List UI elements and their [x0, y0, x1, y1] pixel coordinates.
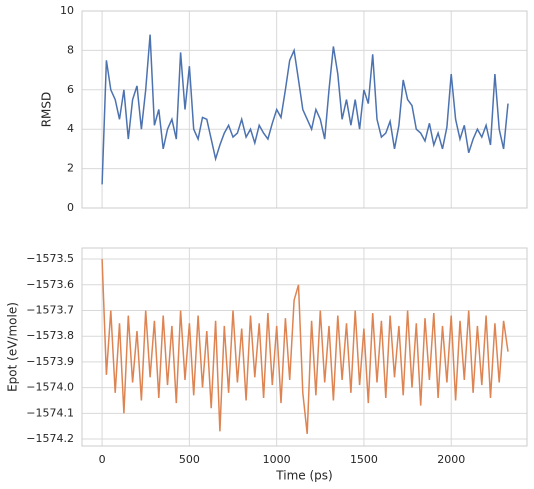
y-axis-label: Epot (eV/mole) — [6, 302, 20, 392]
x-axis-label: Time (ps) — [275, 469, 332, 483]
y-tick-label: −1573.6 — [26, 278, 74, 291]
x-tick-label: 1000 — [263, 453, 291, 466]
y-tick-label: 6 — [67, 83, 74, 96]
axes-frame — [81, 10, 528, 209]
data-line — [101, 34, 509, 185]
y-tick-label: −1573.9 — [26, 355, 74, 368]
y-tick-label: 2 — [67, 162, 74, 175]
data-line — [101, 259, 509, 434]
x-tick-label: 0 — [99, 453, 106, 466]
x-tick-label: 1500 — [350, 453, 378, 466]
y-tick-label: −1573.5 — [26, 252, 74, 265]
y-tick-label: 8 — [67, 43, 74, 56]
axes-frame — [81, 247, 528, 447]
y-tick-label: 4 — [67, 122, 74, 135]
y-tick-label: −1574.0 — [26, 381, 74, 394]
y-tick-label: −1574.2 — [26, 432, 74, 445]
y-tick-label: 10 — [60, 4, 74, 17]
x-tick-label: 2000 — [437, 453, 465, 466]
y-tick-label: −1573.8 — [26, 329, 74, 342]
y-axis-label: RMSD — [40, 92, 54, 128]
y-tick-label: 0 — [67, 201, 74, 214]
x-tick-label: 500 — [179, 453, 200, 466]
y-tick-label: −1573.7 — [26, 303, 74, 316]
y-tick-label: −1574.1 — [26, 406, 74, 419]
